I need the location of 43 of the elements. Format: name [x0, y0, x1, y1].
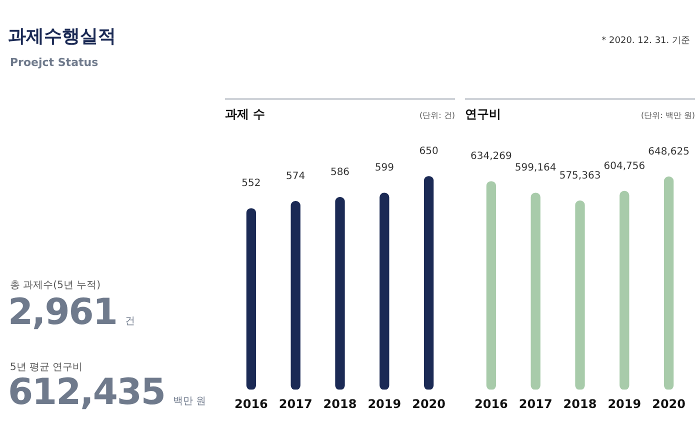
- text: 612,435: [8, 372, 165, 413]
- data-label: 575,363: [559, 170, 601, 182]
- bar: [380, 192, 390, 390]
- x-tick-label: 2018: [323, 396, 357, 411]
- data-label: 574: [286, 170, 306, 182]
- chart-subtitle: (단위: 백만 원): [640, 110, 695, 121]
- text: 총 과제수(5년 누적): [10, 279, 101, 292]
- bar: [486, 181, 496, 390]
- bar: [575, 200, 585, 390]
- text: 5년 평균 연구비: [10, 361, 83, 374]
- data-label: 650: [419, 146, 438, 157]
- data-label: 648,625: [648, 146, 690, 158]
- bar: [290, 201, 300, 390]
- chart-title: 연구비: [465, 106, 501, 123]
- text: * 2020. 12. 31. 기준: [602, 35, 690, 47]
- data-label: 599: [374, 162, 394, 174]
- text: 과제수행실적: [8, 25, 116, 48]
- bar: [335, 197, 345, 390]
- bar: [246, 208, 256, 390]
- x-tick-label: 2020: [412, 396, 446, 411]
- text: 건: [124, 315, 135, 328]
- data-label: 634,269: [470, 151, 512, 162]
- x-tick-label: 2019: [368, 396, 402, 411]
- x-tick-label: 2016: [234, 396, 268, 411]
- text: 2,961: [8, 292, 117, 333]
- x-tick-label: 2020: [652, 396, 686, 411]
- text: 백만 원: [172, 395, 206, 408]
- text: Proejct Status: [10, 56, 98, 69]
- data-label: 586: [330, 166, 350, 178]
- data-label: 599,164: [514, 162, 556, 174]
- bar: [620, 190, 630, 390]
- bar: [664, 176, 674, 390]
- bar: [530, 192, 540, 390]
- x-tick-label: 2019: [608, 396, 642, 411]
- chart-subtitle: (단위: 건): [420, 110, 455, 121]
- data-label: 552: [242, 178, 261, 190]
- x-tick-label: 2018: [563, 396, 597, 411]
- data-label: 604,756: [604, 160, 646, 172]
- bar: [424, 176, 434, 390]
- chart-title: 과제 수: [225, 106, 266, 123]
- x-tick-label: 2016: [474, 396, 508, 411]
- x-tick-label: 2017: [518, 396, 552, 411]
- x-tick-label: 2017: [278, 396, 312, 411]
